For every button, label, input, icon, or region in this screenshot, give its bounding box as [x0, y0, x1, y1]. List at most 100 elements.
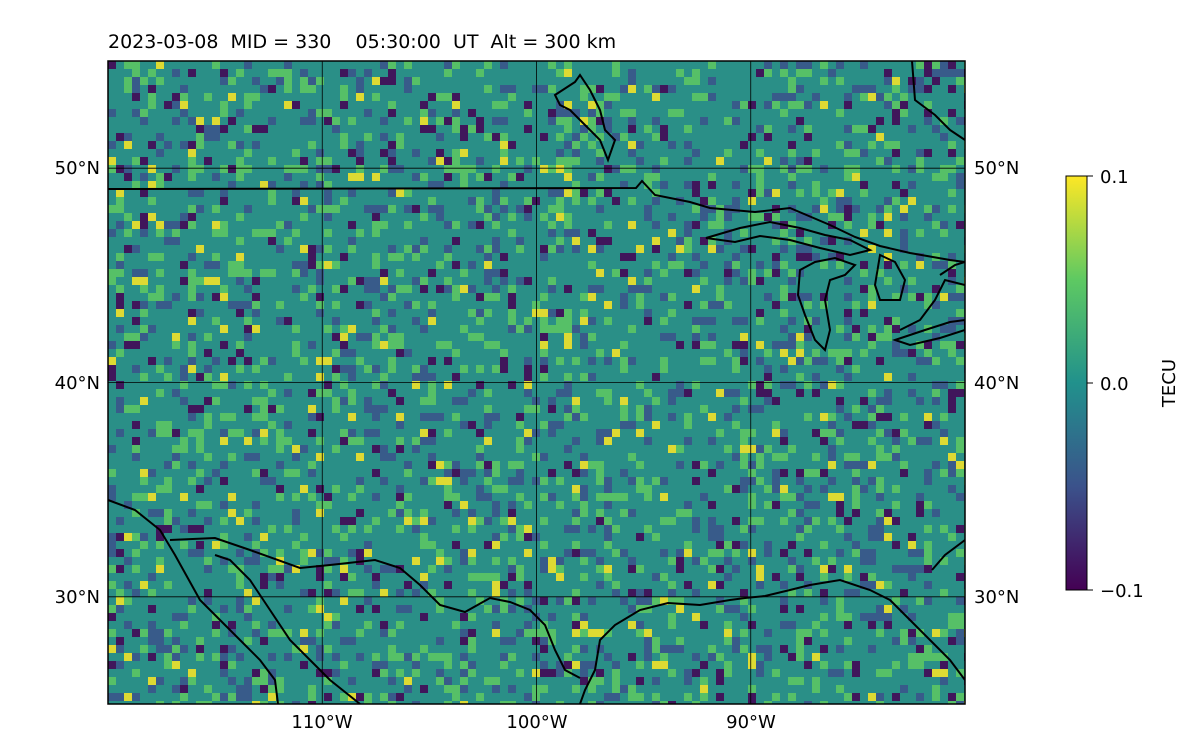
tec-cell — [916, 645, 924, 653]
tec-cell — [628, 357, 636, 365]
tec-cell — [532, 597, 540, 605]
tec-cell — [148, 141, 156, 149]
tec-cell — [540, 637, 548, 645]
tec-cell — [156, 149, 164, 157]
tec-cell — [956, 573, 964, 581]
tec-cell — [460, 421, 468, 429]
tec-cell — [244, 125, 252, 133]
tec-cell — [460, 701, 468, 704]
tec-cell — [292, 101, 300, 109]
tec-cell — [644, 205, 652, 213]
tec-cell — [916, 549, 924, 557]
tec-cell — [868, 325, 876, 333]
tec-cell — [500, 269, 508, 277]
tec-cell — [612, 197, 620, 205]
tec-cell — [308, 117, 316, 125]
tec-cell — [212, 541, 220, 549]
tec-cell — [108, 549, 116, 557]
tec-cell — [812, 373, 820, 381]
tec-cell — [300, 197, 308, 205]
tec-cell — [820, 485, 828, 493]
tec-cell — [500, 85, 508, 93]
tec-cell — [828, 421, 836, 429]
tec-cell — [956, 389, 964, 397]
tec-cell — [124, 61, 132, 69]
tec-cell — [356, 229, 364, 237]
tec-cell — [844, 93, 852, 101]
tec-cell — [860, 125, 868, 133]
tec-cell — [156, 629, 164, 637]
tec-cell — [268, 197, 276, 205]
tec-cell — [396, 669, 404, 677]
tec-cell — [620, 293, 628, 301]
tec-cell — [716, 541, 724, 549]
tec-cell — [420, 533, 428, 541]
tec-cell — [132, 669, 140, 677]
tec-cell — [164, 477, 172, 485]
tec-cell — [148, 101, 156, 109]
tec-cell — [252, 469, 260, 477]
tec-cell — [644, 589, 652, 597]
tec-cell — [764, 701, 772, 704]
tec-cell — [468, 669, 476, 677]
tec-cell — [804, 525, 812, 533]
tec-cell — [164, 173, 172, 181]
tec-cell — [340, 133, 348, 141]
tec-cell — [252, 621, 260, 629]
tec-cell — [740, 349, 748, 357]
tec-cell — [396, 285, 404, 293]
tec-cell — [180, 621, 188, 629]
tec-cell — [788, 269, 796, 277]
tec-cell — [116, 381, 124, 389]
tec-cell — [812, 93, 820, 101]
tec-cell — [316, 245, 324, 253]
tec-cell — [412, 437, 420, 445]
tec-cell — [644, 525, 652, 533]
tec-cell — [876, 629, 884, 637]
tec-cell — [900, 109, 908, 117]
tec-cell — [284, 237, 292, 245]
tec-cell — [924, 101, 932, 109]
tec-cell — [788, 509, 796, 517]
tec-cell — [452, 157, 460, 165]
tec-cell — [196, 205, 204, 213]
tec-cell — [900, 261, 908, 269]
tec-cell — [388, 309, 396, 317]
tec-cell — [396, 589, 404, 597]
tec-cell — [324, 189, 332, 197]
tec-cell — [636, 533, 644, 541]
tec-cell — [300, 157, 308, 165]
tec-cell — [836, 109, 844, 117]
tec-cell — [644, 597, 652, 605]
tec-cell — [860, 93, 868, 101]
tec-cell — [492, 341, 500, 349]
tec-cell — [388, 189, 396, 197]
tec-cell — [948, 109, 956, 117]
tec-cell — [628, 77, 636, 85]
tec-cell — [748, 501, 756, 509]
tec-perturbation-cells — [108, 61, 965, 704]
tec-cell — [148, 605, 156, 613]
tec-cell — [252, 453, 260, 461]
tec-cell — [108, 613, 116, 621]
tec-cell — [572, 621, 580, 629]
tec-cell — [220, 645, 228, 653]
tec-cell — [580, 509, 588, 517]
tec-cell — [132, 341, 140, 349]
tec-cell — [356, 277, 364, 285]
tec-cell — [548, 205, 556, 213]
tec-cell — [252, 77, 260, 85]
tec-cell — [564, 125, 572, 133]
tec-cell — [532, 157, 540, 165]
tec-cell — [340, 557, 348, 565]
tec-cell — [604, 93, 612, 101]
tec-cell — [748, 213, 756, 221]
tec-cell — [132, 221, 140, 229]
tec-cell — [660, 477, 668, 485]
tec-cell — [796, 229, 804, 237]
tec-cell — [884, 77, 892, 85]
tec-cell — [748, 693, 756, 701]
tec-cell — [876, 509, 884, 517]
tec-cell — [876, 613, 884, 621]
tec-cell — [316, 509, 324, 517]
